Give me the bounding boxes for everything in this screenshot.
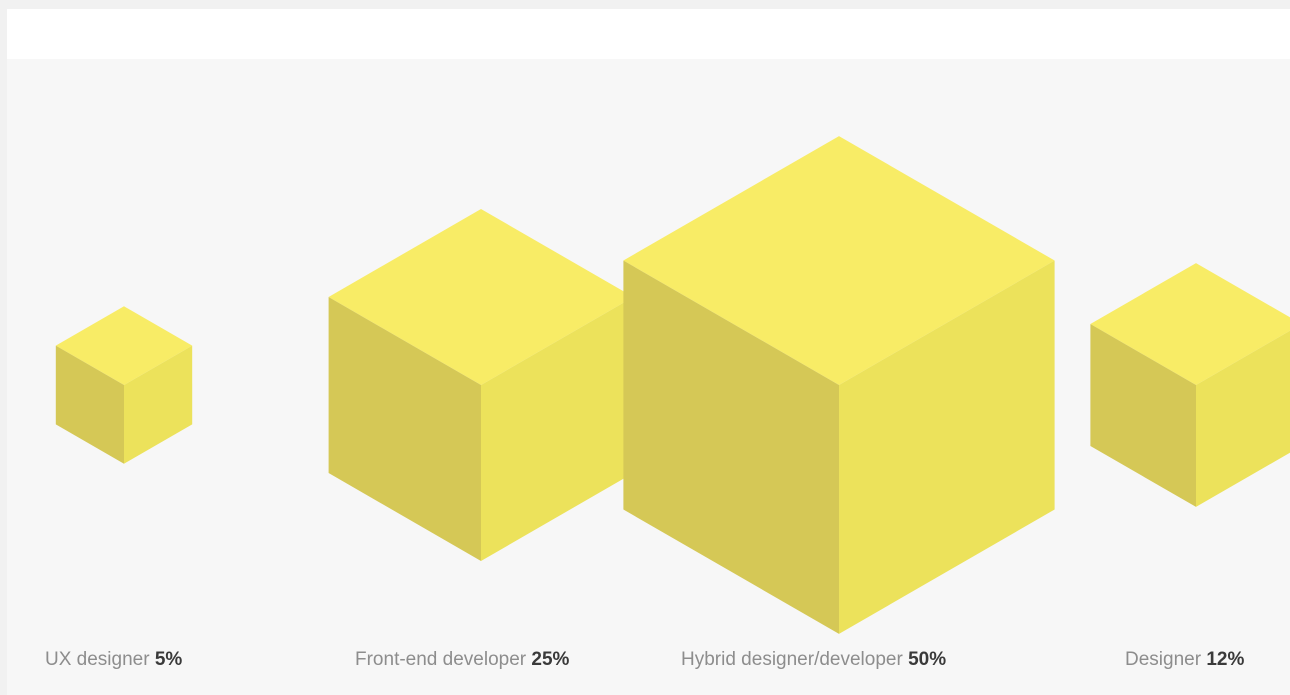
- cube-left-face: [1090, 324, 1196, 507]
- cube-designer: [1090, 263, 1290, 507]
- cube-ux-designer: [55, 306, 193, 464]
- top-bar: [7, 9, 1290, 59]
- cube-left-face: [623, 260, 839, 634]
- label-designer: Designer 12%: [1125, 649, 1244, 671]
- category-name: Hybrid designer/developer: [681, 649, 903, 670]
- category-name: UX designer: [45, 649, 150, 670]
- label-ux-designer: UX designer 5%: [45, 649, 182, 671]
- label-front-end-developer: Front-end developer 25%: [355, 649, 569, 671]
- cube-top-face: [1090, 263, 1290, 385]
- category-name: Designer: [1125, 649, 1202, 670]
- cube-right-face: [124, 345, 193, 464]
- cube-right-face: [481, 297, 634, 561]
- category-name: Front-end developer: [355, 649, 527, 670]
- cube-hybrid-designer-developer: [623, 136, 1055, 634]
- cube-right-face: [839, 260, 1055, 634]
- value-label: 50%: [908, 649, 947, 670]
- value-label: 12%: [1206, 649, 1245, 670]
- cube-front-end-developer: [328, 209, 634, 561]
- page-frame: [7, 9, 1290, 695]
- label-hybrid-designer-developer: Hybrid designer/developer 50%: [681, 649, 946, 671]
- value-label: 25%: [531, 649, 570, 670]
- cube-left-face: [328, 297, 481, 561]
- value-label: 5%: [154, 649, 183, 670]
- cube-top-face: [55, 306, 193, 385]
- cube-right-face: [1196, 330, 1290, 507]
- cube-top-face: [623, 136, 1055, 385]
- cube-left-face: [55, 345, 124, 464]
